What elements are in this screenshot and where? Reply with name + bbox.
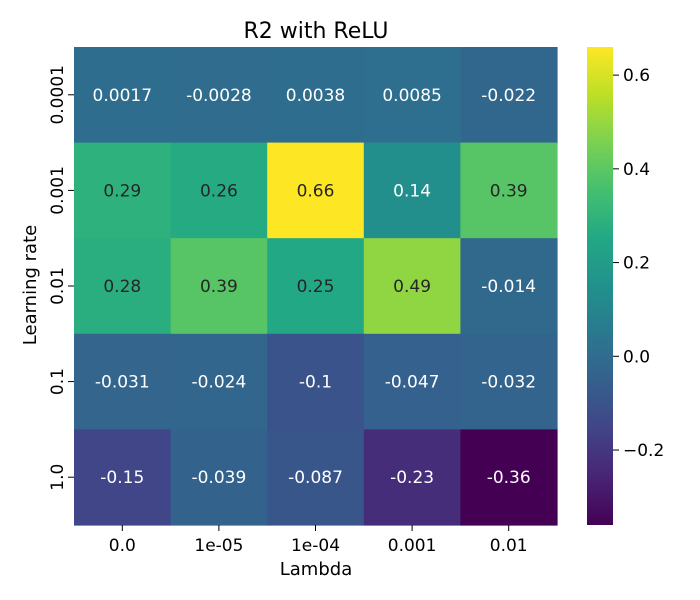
heatmap-cell <box>460 333 558 430</box>
cell-value-label: -0.039 <box>191 468 246 488</box>
cell-value-label: 0.66 <box>297 181 335 201</box>
cell-value-label: 0.28 <box>103 277 141 297</box>
colorbar-tick-label: 0.2 <box>623 254 650 274</box>
heatmap-cell <box>460 142 558 239</box>
colorbar-tick-label: −0.2 <box>623 441 664 461</box>
cell-value-label: -0.032 <box>481 373 536 393</box>
cell-value-label: 0.39 <box>490 181 528 201</box>
heatmap-cell <box>267 142 365 239</box>
heatmap-cell <box>74 142 172 239</box>
x-tick-label: 1e-05 <box>194 536 243 556</box>
y-tick-label: 0.0001 <box>48 65 68 124</box>
colorbar-ticks: 0.6 0.4 0.2 0.0 −0.2 <box>613 66 664 461</box>
cell-value-label: 0.26 <box>200 181 238 201</box>
cell-value-label: -0.23 <box>390 468 434 488</box>
cell-value-label: -0.15 <box>100 468 144 488</box>
heatmap-cell <box>267 47 365 144</box>
cell-value-label: -0.024 <box>191 373 246 393</box>
y-tick-label: 0.1 <box>48 368 68 395</box>
heatmap-cell <box>170 238 268 335</box>
cell-value-label: -0.36 <box>487 468 531 488</box>
heatmap-cell <box>460 429 558 526</box>
heatmap-cell <box>460 238 558 335</box>
cell-value-label: 0.0085 <box>382 86 441 106</box>
heatmap-cell <box>363 47 461 144</box>
heatmap-cell <box>267 333 365 430</box>
colorbar-tick-label: 0.6 <box>623 66 650 86</box>
heatmap-cell <box>74 47 172 144</box>
heatmap-cell <box>74 429 172 526</box>
heatmap-cell <box>170 142 268 239</box>
x-axis-label: Lambda <box>280 559 352 580</box>
colorbar <box>587 47 613 525</box>
heatmap-cell <box>74 238 172 335</box>
cell-value-label: -0.031 <box>95 373 150 393</box>
heatmap-cell-labels: 0.0017 -0.0028 0.0038 0.0085 -0.022 0.29 0.26 0… <box>93 86 537 488</box>
heatmap-cell <box>363 142 461 239</box>
heatmap-cell <box>170 333 268 430</box>
colorbar-tick-label: 0.0 <box>623 347 650 367</box>
x-tick-label: 0.0 <box>109 536 136 556</box>
heatmap-cell <box>74 333 172 430</box>
y-tick-label: 1.0 <box>48 464 68 491</box>
cell-value-label: 0.14 <box>393 181 431 201</box>
x-tick-label: 0.001 <box>388 536 437 556</box>
cell-value-label: 0.49 <box>393 277 431 297</box>
heatmap-cell <box>267 429 365 526</box>
cell-value-label: 0.29 <box>103 181 141 201</box>
y-tick-label: 0.001 <box>48 166 68 215</box>
heatmap-cell <box>363 333 461 430</box>
cell-value-label: -0.022 <box>481 86 536 106</box>
x-axis-ticks: 0.0 1e-05 1e-04 0.001 0.01 <box>109 525 528 556</box>
cell-value-label: 0.0038 <box>286 86 345 106</box>
x-tick-label: 0.01 <box>490 536 528 556</box>
cell-value-label: -0.087 <box>288 468 343 488</box>
heatmap-cell <box>267 238 365 335</box>
cell-value-label: 0.0017 <box>93 86 152 106</box>
cell-value-label: -0.014 <box>481 277 536 297</box>
cell-value-label: -0.0028 <box>186 86 252 106</box>
cell-value-label: 0.25 <box>297 277 335 297</box>
y-tick-label: 0.01 <box>48 267 68 305</box>
chart-title: R2 with ReLU <box>243 19 388 44</box>
y-axis-label: Learning rate <box>20 225 41 345</box>
y-axis-ticks: 0.0001 0.001 0.01 0.1 1.0 <box>48 65 74 491</box>
cell-value-label: 0.39 <box>200 277 238 297</box>
cell-value-label: -0.1 <box>299 373 332 393</box>
heatmap-cell <box>363 238 461 335</box>
x-tick-label: 1e-04 <box>291 536 340 556</box>
heatmap-cell <box>170 47 268 144</box>
heatmap-cell <box>170 429 268 526</box>
heatmap-cells <box>74 47 558 526</box>
cell-value-label: -0.047 <box>385 373 440 393</box>
heatmap-cell <box>460 47 558 144</box>
heatmap-cell <box>363 429 461 526</box>
colorbar-tick-label: 0.4 <box>623 160 650 180</box>
